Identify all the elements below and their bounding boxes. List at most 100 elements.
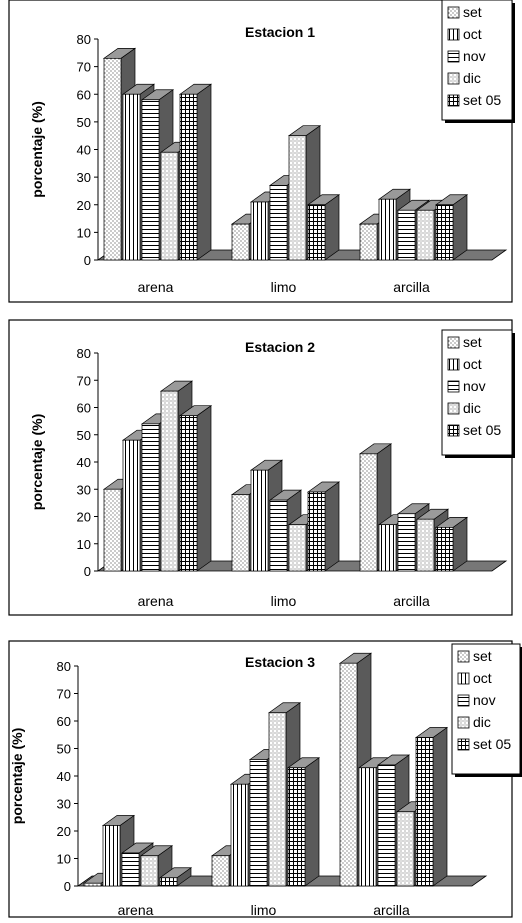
bar-front-face [359,453,378,572]
bar-front-face [179,415,198,572]
legend-swatch [447,28,460,41]
y-axis-label: porcentaje (%) [9,728,25,824]
legend-label: set [473,648,492,664]
bar-front-face [339,662,358,887]
y-tick-label: 70 [77,373,91,388]
legend-label: set [463,334,482,350]
legend-swatch [447,424,460,437]
bar-set-05-arena [158,867,193,887]
x-category-label: arena [118,902,154,918]
bar-front-face [378,524,397,572]
legend-swatch [457,672,470,685]
chart-panel-3: Estacion 3 porcentaje (%) 0 10 20 30 40 50 60 70 8… [8,640,522,918]
bar-front-face [249,759,268,887]
y-tick-label: 40 [57,769,71,784]
y-tick-label: 70 [57,687,71,702]
bar-front-face [307,204,326,261]
y-tick-label: 10 [77,225,91,240]
y-tick-label: 50 [77,428,91,443]
bar-front-face [288,524,307,572]
bar-set-05-arcilla [434,516,469,572]
legend-label: nov [463,48,486,64]
legend-label: set 05 [473,736,511,752]
y-tick-label: 30 [77,482,91,497]
bar-front-face [378,198,397,261]
legend-swatch [457,694,470,707]
legend-label: set 05 [463,92,501,108]
bar-front-face [416,518,435,572]
x-category-label: arcilla [373,902,410,918]
x-category-label: limo [271,593,297,609]
legend-box [451,643,521,775]
bar-front-face [121,852,140,887]
bar-front-face [435,527,454,572]
legend-swatch [447,6,460,19]
legend-swatch [447,336,460,349]
y-tick-label: 10 [57,852,71,867]
bar-set-05-limo [286,757,321,887]
bar-side-face [324,481,340,572]
legend-swatch [447,402,460,415]
bar-front-face [397,209,416,261]
y-tick-label: 80 [77,32,91,47]
bar-front-face [435,204,454,261]
y-tick-label: 80 [77,346,91,361]
x-category-label: limo [271,279,297,295]
bar-front-face [179,93,198,261]
legend-label: set [463,4,482,20]
y-tick-label: 0 [84,564,91,579]
bar-front-face [231,494,250,572]
y-tick-label: 10 [77,537,91,552]
y-tick-label: 20 [77,198,91,213]
legend-label: dic [463,400,481,416]
chart-panel-1: Estacion 1 porcentaje (%) 0 10 20 30 40 50 60 70 8… [8,0,515,303]
y-tick-label: 80 [57,659,71,674]
y-tick-label: 60 [77,401,91,416]
legend-swatch [457,716,470,729]
bar-front-face [396,811,415,887]
bar-front-face [397,513,416,572]
legend-label: oct [463,356,482,372]
bar-front-face [122,93,141,261]
chart-title: Estacion 3 [245,654,315,670]
bar-side-face [452,194,468,261]
bar-front-face [268,712,287,887]
y-tick-label: 20 [77,510,91,525]
bar-front-face [250,469,269,572]
bar-front-face [358,767,377,887]
bar-front-face [160,151,179,261]
legend-swatch [457,738,470,751]
y-tick-label: 0 [84,253,91,268]
chart-title: Estacion 1 [245,24,315,40]
y-axis-label: porcentaje (%) [29,101,45,197]
bar-side-face [432,726,448,887]
y-tick-label: 30 [57,797,71,812]
x-category-label: limo [251,902,277,918]
legend-swatch [457,650,470,663]
legend-label: dic [463,70,481,86]
y-tick-label: 60 [57,714,71,729]
chart-title: Estacion 2 [245,339,315,355]
bar-set-05-arcilla [414,726,449,887]
bar-front-face [141,423,160,572]
bar-front-face [122,439,141,572]
legend-swatch [447,50,460,63]
x-category-label: arcilla [393,279,430,295]
legend-swatch [447,94,460,107]
bar-front-face [140,855,159,887]
bar-front-face [160,390,179,572]
y-tick-label: 20 [57,824,71,839]
bar-front-face [416,209,435,261]
bar-front-face [269,499,288,572]
bar-side-face [196,83,212,261]
y-tick-label: 40 [77,455,91,470]
bar-front-face [359,223,378,261]
bar-set-05-limo [306,194,341,261]
bar-side-face [324,194,340,261]
legend-swatch [447,72,460,85]
legend-swatch [447,380,460,393]
bar-front-face [288,135,307,261]
bar-front-face [287,767,306,887]
bar-front-face [230,783,249,887]
